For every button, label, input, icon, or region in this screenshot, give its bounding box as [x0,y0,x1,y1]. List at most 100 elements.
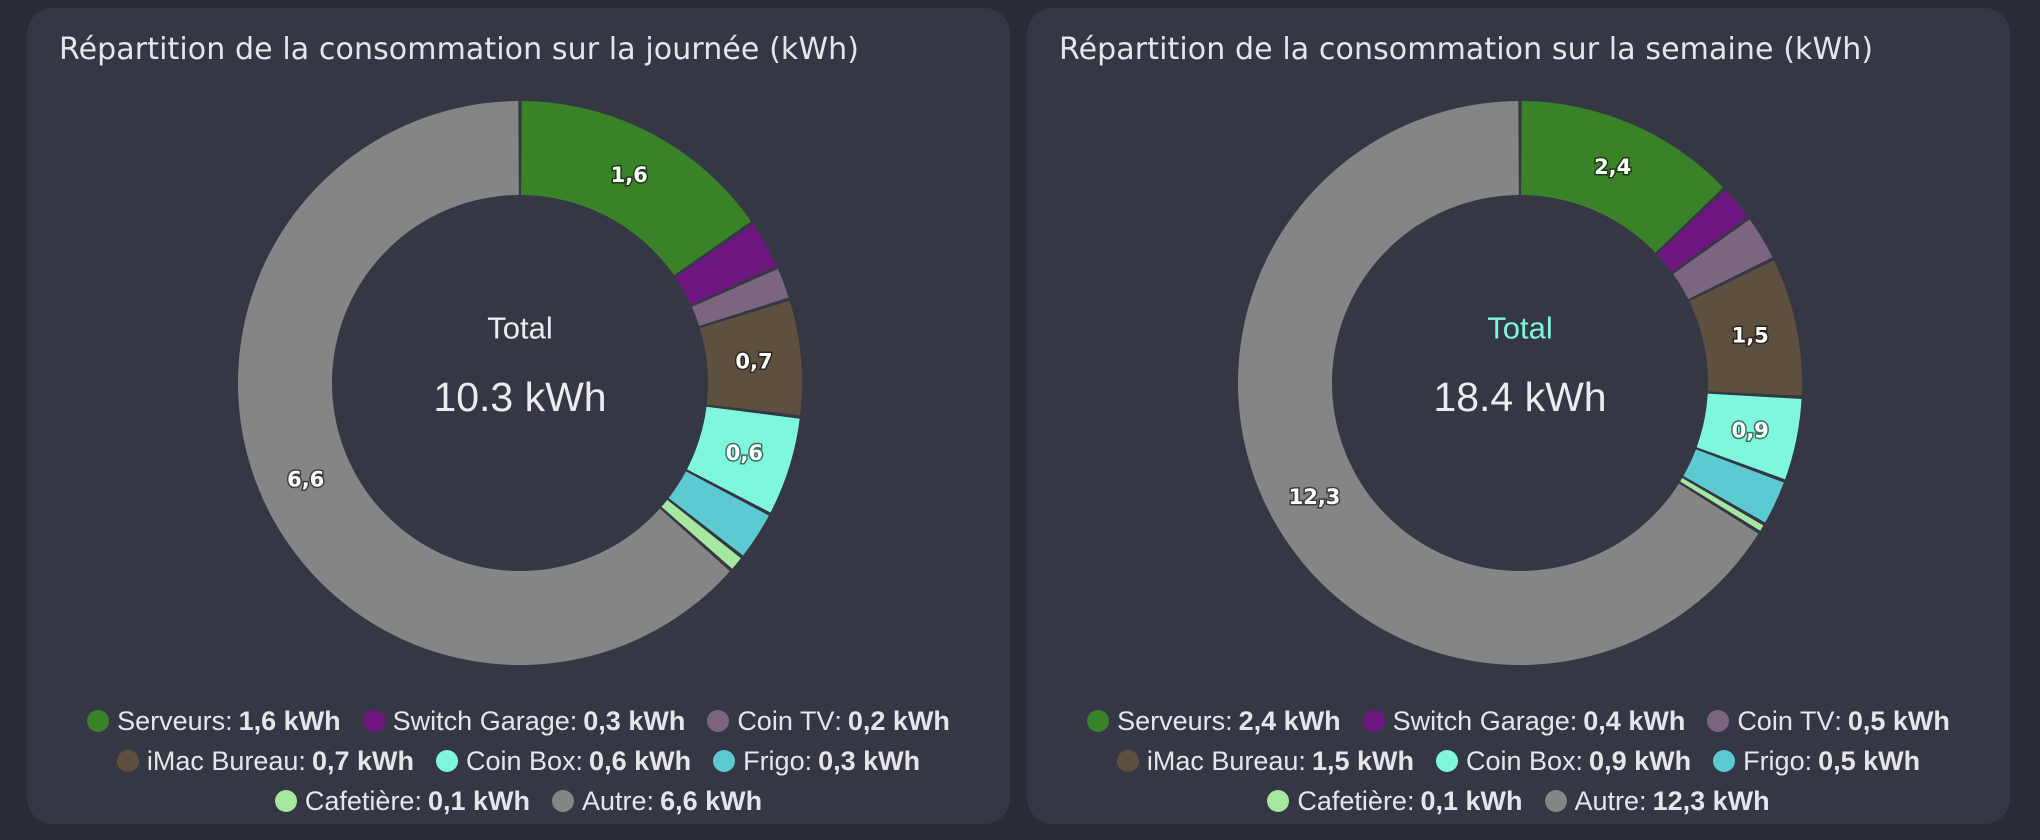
center-total-value: 10.3 kWh [433,374,606,420]
legend-name: Coin TV [737,706,835,736]
legend-item-imac-bureau[interactable]: iMac Bureau:0,7 kWh [116,745,414,777]
legend-item-autre[interactable]: Autre:6,6 kWh [552,785,762,817]
legend-item-frigo[interactable]: Frigo:0,5 kWh [1713,745,1920,777]
legend-dot [87,710,110,732]
center-total-label: Total [487,311,552,346]
slice-coin-box[interactable] [686,406,800,513]
legend-item-coin-tv[interactable]: Coin TV:0,5 kWh [1707,705,1950,737]
legend-dot [274,790,297,812]
legend-value: 0,9 kWh [1589,746,1692,776]
legend-name: iMac Bureau [146,746,299,776]
legend-value: 0,1 kWh [1420,786,1523,816]
slice-cafetiere[interactable] [661,499,741,569]
slice-switch-garage[interactable] [675,224,777,305]
legend-name: Serveurs [117,706,226,736]
legend-item-autre[interactable]: Autre:12,3 kWh [1544,785,1770,817]
legend-separator: : [1225,706,1233,736]
legend-separator: : [1298,746,1306,776]
legend-dot [1707,710,1730,732]
daily-donut-chart: 1,6 0,7 0,6 6,6 Total 10.3 kWh [237,101,802,666]
legend-value: 6,6 kWh [660,786,763,816]
slice-serveurs[interactable] [521,101,752,276]
legend-separator: : [646,786,655,816]
slice-label-autre: 6,6 [287,467,324,491]
slice-coin-tv[interactable] [691,268,789,326]
legend-value: 0,2 kWh [847,706,950,736]
legend-separator: : [1639,786,1647,816]
legend-dot [1267,790,1290,812]
legend-separator: : [414,786,422,816]
legend-item-coin-tv[interactable]: Coin TV:0,2 kWh [707,705,950,737]
legend-separator: : [225,706,233,736]
legend-dot [1116,750,1139,772]
legend-name: Frigo [1743,746,1805,776]
chart-title: Répartition de la consommation sur la se… [1059,32,1874,67]
legend-dot [1713,750,1736,772]
slice-frigo[interactable] [1683,449,1784,523]
legend-separator: : [804,746,813,776]
legend-dot [1435,750,1458,772]
slice-coin-tv[interactable] [1673,219,1773,300]
legend-dot [362,710,385,732]
slice-imac-bureau[interactable] [1689,260,1802,396]
legend-name: Autre [582,786,647,816]
legend-item-switch-garage[interactable]: Switch Garage:0,3 kWh [362,705,686,737]
center-total-value: 18.4 kWh [1433,374,1606,420]
slice-switch-garage[interactable] [1657,189,1748,273]
slice-autre[interactable] [237,101,730,666]
slice-coin-box[interactable] [1696,393,1802,480]
legend-dot [1544,790,1567,812]
legend-dot [713,750,736,772]
legend-name: Cafetière [1297,786,1407,816]
slice-label-coin-box: 0,9 [1732,418,1769,442]
legend-value: 0,5 kWh [1818,746,1921,776]
legend-value: 0,3 kWh [583,706,686,736]
legend-separator: : [575,746,584,776]
legend-item-coin-box[interactable]: Coin Box:0,9 kWh [1435,745,1692,777]
legend-item-coin-box[interactable]: Coin Box:0,6 kWh [435,745,691,777]
slice-frigo[interactable] [668,471,769,556]
legend-value: 0,7 kWh [311,746,414,776]
legend-item-cafetiere[interactable]: Cafetière:0,1 kWh [1267,785,1523,817]
legend-separator: : [569,706,578,736]
legend-name: Cafetière [304,786,415,816]
slice-cafetiere[interactable] [1680,477,1764,531]
legend-item-frigo[interactable]: Frigo:0,3 kWh [713,745,920,777]
legend-value: 0,5 kWh [1847,706,1950,736]
legend-name: Coin Box [1465,746,1576,776]
legend-name: Coin Box [465,746,576,776]
legend-name: Frigo [743,746,805,776]
legend-item-cafetiere[interactable]: Cafetière:0,1 kWh [274,785,530,817]
slice-serveurs[interactable] [1521,101,1724,253]
legend-value: 1,5 kWh [1311,746,1414,776]
legend-item-imac-bureau[interactable]: iMac Bureau:1,5 kWh [1116,745,1414,777]
slice-autre[interactable] [1237,101,1759,666]
legend-name: Serveurs [1117,706,1226,736]
legend-separator: : [298,746,306,776]
slice-label-imac-bureau: 0,7 [735,350,772,374]
legend-value: 0,1 kWh [427,786,530,816]
legend-separator: : [1834,706,1842,736]
legend-name: Switch Garage [1392,706,1570,736]
slice-label-serveurs: 1,6 [611,163,648,187]
legend-value: 12,3 kWh [1652,786,1770,816]
daily-legend: Serveurs:1,6 kWh Switch Garage:0,3 kWh Coi… [47,705,990,817]
legend-dot [1087,710,1110,732]
legend-dot [116,750,139,772]
legend-dot [552,790,574,812]
legend-separator: : [1406,786,1415,816]
slice-imac-bureau[interactable] [699,300,802,416]
legend-dot [1362,710,1385,732]
legend-separator: : [834,706,842,736]
legend-name: iMac Bureau [1146,746,1299,776]
legend-value: 2,4 kWh [1238,706,1341,736]
legend-item-switch-garage[interactable]: Switch Garage:0,4 kWh [1362,705,1686,737]
legend-value: 0,3 kWh [818,746,921,776]
chart-title: Répartition de la consommation sur la jo… [59,32,860,67]
legend-name: Autre [1574,786,1640,816]
slice-label-imac-bureau: 1,5 [1732,324,1769,348]
legend-value: 0,4 kWh [1583,706,1686,736]
legend-item-serveurs[interactable]: Serveurs:1,6 kWh [87,705,341,737]
weekly-legend: Serveurs:2,4 kWh Switch Garage:0,4 kWh Coi… [1047,705,1990,817]
legend-item-serveurs[interactable]: Serveurs:2,4 kWh [1087,705,1341,737]
